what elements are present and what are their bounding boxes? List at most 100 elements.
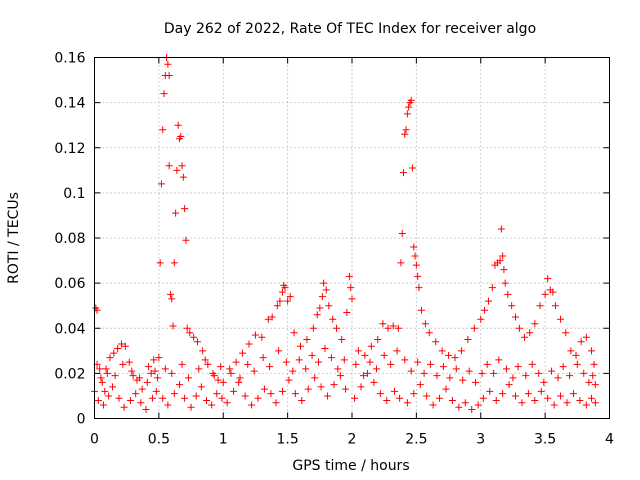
data-point — [376, 390, 384, 398]
data-point — [401, 356, 409, 364]
data-point — [190, 333, 198, 341]
data-point — [258, 333, 266, 341]
data-point — [409, 164, 417, 172]
data-point — [318, 293, 326, 301]
data-point — [316, 304, 324, 312]
data-point — [197, 383, 205, 391]
data-point — [150, 356, 158, 364]
data-point — [474, 401, 482, 409]
data-point — [239, 349, 247, 357]
data-point — [273, 302, 281, 310]
data-point — [275, 347, 283, 355]
data-point — [266, 363, 274, 371]
data-point — [521, 333, 529, 341]
data-point — [248, 401, 256, 409]
data-point — [218, 394, 226, 402]
data-point — [132, 390, 140, 398]
data-point — [524, 390, 532, 398]
data-point — [366, 358, 374, 366]
y-tick-label: 0.16 — [54, 51, 85, 67]
data-point — [479, 394, 487, 402]
data-point — [174, 121, 182, 129]
data-point — [559, 363, 567, 371]
data-point — [587, 394, 595, 402]
data-point — [515, 324, 523, 332]
data-point — [309, 324, 317, 332]
data-point — [169, 322, 177, 330]
y-tick-labels: 0 0.02 0.04 0.06 0.08 0.1 0.12 0.14 0.16 — [54, 51, 85, 428]
data-point — [115, 394, 123, 402]
data-point — [114, 345, 122, 353]
data-point — [589, 372, 597, 380]
data-point — [591, 399, 599, 407]
data-point — [156, 259, 164, 267]
data-point — [398, 229, 406, 237]
data-point — [448, 396, 456, 404]
data-point — [290, 329, 298, 337]
data-point — [514, 363, 522, 371]
data-point — [111, 372, 119, 380]
data-point — [313, 311, 321, 319]
data-point — [536, 302, 544, 310]
data-point — [585, 378, 593, 386]
data-point — [165, 162, 173, 170]
data-point — [504, 290, 512, 298]
data-point — [154, 374, 162, 382]
data-point — [464, 336, 472, 344]
data-point — [470, 324, 478, 332]
data-point — [563, 399, 571, 407]
y-axis-label: ROTI / TECUs — [6, 192, 22, 284]
data-point — [173, 166, 181, 174]
data-point — [439, 363, 447, 371]
data-point — [472, 378, 480, 386]
data-point — [415, 284, 423, 292]
x-tick-label: 4 — [605, 432, 614, 448]
data-point — [483, 360, 491, 368]
data-point — [420, 369, 428, 377]
data-point — [405, 103, 413, 111]
data-point — [254, 394, 262, 402]
data-point — [175, 381, 183, 389]
data-point — [322, 286, 330, 294]
data-point — [245, 340, 253, 348]
data-point — [492, 396, 500, 404]
data-point — [361, 351, 369, 359]
data-point — [383, 396, 391, 404]
x-tick-label: 2.5 — [405, 432, 427, 448]
data-point — [452, 365, 460, 373]
data-point — [451, 354, 459, 362]
data-point — [557, 392, 565, 400]
data-point — [137, 399, 145, 407]
data-point — [566, 372, 574, 380]
data-point — [407, 96, 415, 104]
data-point — [281, 284, 289, 292]
data-point — [481, 306, 489, 314]
data-point — [157, 180, 165, 188]
data-point — [187, 403, 195, 411]
y-tick-label: 0.04 — [54, 321, 85, 337]
data-point — [436, 394, 444, 402]
data-point — [97, 374, 105, 382]
data-point — [367, 342, 375, 350]
data-point — [121, 342, 129, 350]
data-point — [526, 329, 534, 337]
data-point — [217, 363, 225, 371]
data-point — [508, 302, 516, 310]
data-point — [161, 365, 169, 373]
data-point — [129, 372, 137, 380]
data-point — [152, 387, 160, 395]
data-point — [582, 333, 590, 341]
data-point — [499, 390, 507, 398]
data-point — [410, 243, 418, 251]
data-point — [159, 126, 167, 134]
data-point — [512, 392, 520, 400]
data-point — [159, 394, 167, 402]
data-point — [354, 347, 362, 355]
data-point — [429, 401, 437, 409]
data-point — [425, 329, 433, 337]
data-point — [302, 365, 310, 373]
data-point — [544, 394, 552, 402]
y-tick-label: 0.02 — [54, 366, 85, 382]
y-tick-label: 0.14 — [54, 96, 85, 112]
